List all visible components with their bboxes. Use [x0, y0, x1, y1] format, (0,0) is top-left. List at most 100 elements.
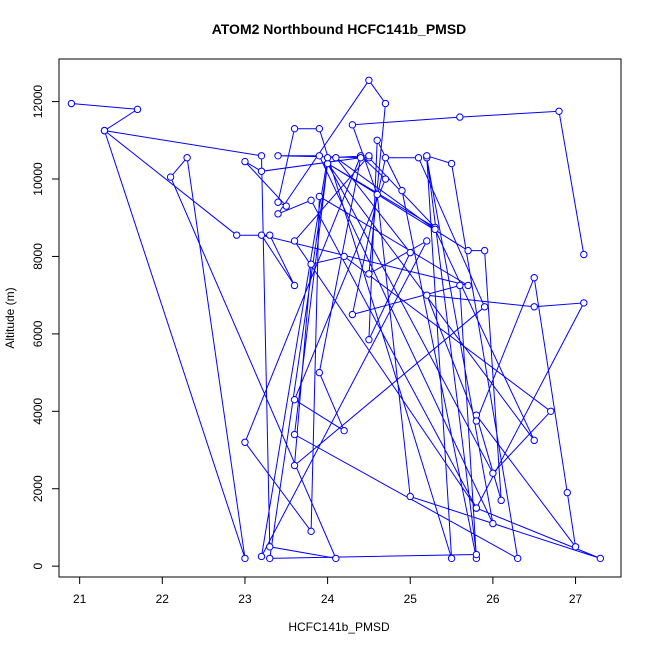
- chart-title: ATOM2 Northbound HCFC141b_PMSD: [212, 21, 467, 37]
- data-point: [381, 154, 390, 162]
- data-point: [472, 417, 481, 425]
- data-point: [555, 107, 563, 115]
- data-point: [241, 157, 249, 166]
- data-point: [530, 303, 538, 311]
- data-point: [257, 152, 266, 160]
- data-point: [571, 543, 580, 551]
- data-point: [274, 210, 282, 218]
- data-point: [332, 154, 340, 162]
- data-point: [307, 196, 315, 205]
- data-point: [464, 246, 472, 255]
- data-point: [356, 154, 365, 162]
- series-layer: [67, 76, 605, 563]
- data-point: [596, 554, 605, 563]
- data-point: [414, 154, 423, 162]
- data-point: [274, 198, 282, 206]
- data-point: [266, 231, 274, 239]
- data-point: [365, 152, 373, 160]
- data-point: [67, 99, 76, 108]
- y-tick-label: 6000: [31, 320, 45, 347]
- data-point: [497, 496, 505, 505]
- x-tick-label: 22: [156, 592, 170, 606]
- data-point: [373, 136, 381, 145]
- data-point: [348, 310, 357, 319]
- data-point: [340, 252, 348, 261]
- data-point: [423, 152, 431, 160]
- data-point: [365, 76, 373, 84]
- data-point: [323, 154, 332, 162]
- y-axis: 0 2000 4000 6000 8000 10000 12000: [31, 85, 60, 570]
- data-point: [580, 250, 588, 259]
- data-point: [381, 175, 390, 183]
- data-point: [257, 552, 266, 561]
- series-line: [71, 79, 601, 560]
- data-point: [315, 152, 324, 160]
- data-point: [257, 231, 266, 239]
- data-point: [480, 246, 489, 255]
- data-point: [348, 121, 357, 129]
- data-point: [456, 281, 464, 290]
- x-tick-label: 26: [486, 592, 500, 606]
- x-tick-label: 24: [321, 592, 335, 606]
- x-tick-label: 25: [404, 592, 418, 606]
- data-point: [290, 124, 299, 133]
- data-point: [365, 335, 373, 344]
- y-tick-label: 10000: [31, 162, 45, 196]
- data-point: [241, 438, 249, 446]
- data-point: [547, 407, 555, 416]
- data-point: [166, 173, 175, 181]
- data-point: [431, 225, 439, 234]
- data-point: [563, 488, 571, 497]
- data-point: [423, 291, 431, 299]
- data-point: [489, 519, 497, 528]
- data-point: [257, 167, 266, 175]
- data-point: [456, 113, 464, 121]
- y-axis-title: Altitude (m): [3, 287, 17, 348]
- data-point: [266, 554, 274, 563]
- data-point: [282, 202, 290, 210]
- data-point: [340, 426, 348, 435]
- x-axis-title: HCFC141b_PMSD: [288, 620, 390, 634]
- data-point: [307, 260, 315, 268]
- data-point: [472, 550, 481, 559]
- data-point: [373, 190, 381, 199]
- data-point: [315, 368, 324, 377]
- data-point: [472, 504, 481, 512]
- data-point: [290, 281, 299, 290]
- y-tick-label: 2000: [31, 475, 45, 502]
- data-point: [100, 126, 109, 135]
- x-tick-label: 23: [238, 592, 252, 606]
- data-point: [464, 281, 472, 290]
- data-point: [423, 237, 431, 245]
- data-point: [183, 154, 191, 162]
- data-point: [398, 186, 406, 195]
- data-point: [513, 554, 522, 563]
- y-tick-label: 4000: [31, 398, 45, 425]
- x-axis: 21 22 23 24 25 26 27: [73, 576, 583, 606]
- x-tick-label: 27: [569, 592, 583, 606]
- y-tick-label: 12000: [31, 85, 45, 119]
- data-point: [290, 395, 299, 404]
- data-point: [365, 270, 373, 278]
- y-tick-label: 8000: [31, 243, 45, 270]
- data-point: [232, 231, 241, 239]
- data-point: [381, 99, 390, 108]
- data-point: [290, 461, 299, 470]
- data-point: [406, 248, 414, 257]
- data-point: [530, 274, 538, 282]
- data-point: [241, 554, 249, 563]
- data-point: [530, 436, 538, 445]
- data-point: [580, 299, 588, 307]
- data-point: [290, 237, 299, 245]
- data-point: [307, 527, 315, 536]
- data-point: [489, 469, 497, 477]
- data-point: [315, 124, 324, 133]
- data-point: [406, 492, 414, 501]
- data-point: [332, 554, 340, 563]
- data-point: [266, 543, 274, 551]
- data-point: [133, 105, 142, 114]
- x-tick-label: 21: [73, 592, 87, 606]
- data-point: [447, 159, 456, 168]
- data-point: [447, 554, 456, 563]
